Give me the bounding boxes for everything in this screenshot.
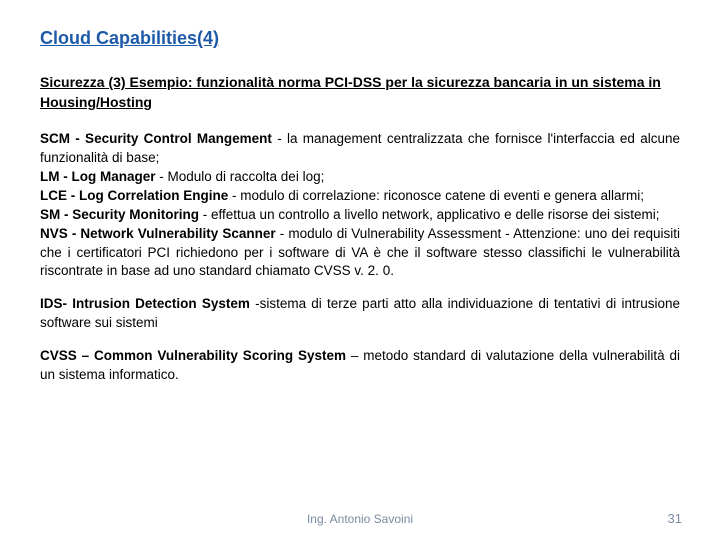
ids-label: IDS- Intrusion Detection System — [40, 296, 250, 311]
cvss-label: CVSS – Common Vulnerability Scoring Syst… — [40, 348, 346, 363]
lce-text: - modulo di correlazione: riconosce cate… — [228, 188, 644, 203]
slide-subtitle: Sicurezza (3) Esempio: funzionalità norm… — [40, 73, 680, 112]
sm-text: - effettua un controllo a livello networ… — [199, 207, 659, 222]
sm-label: SM - Security Monitoring — [40, 207, 199, 222]
definitions-block-2: IDS- Intrusion Detection System -sistema… — [40, 295, 680, 333]
page-number: 31 — [668, 511, 682, 526]
lm-label: LM - Log Manager — [40, 169, 156, 184]
nvs-label: NVS - Network Vulnerability Scanner — [40, 226, 276, 241]
footer-author: Ing. Antonio Savoini — [0, 512, 720, 526]
definitions-block-1: SCM - Security Control Mangement - la ma… — [40, 130, 680, 281]
scm-label: SCM - Security Control Mangement — [40, 131, 272, 146]
lce-label: LCE - Log Correlation Engine — [40, 188, 228, 203]
definitions-block-3: CVSS – Common Vulnerability Scoring Syst… — [40, 347, 680, 385]
slide-title: Cloud Capabilities(4) — [40, 28, 680, 49]
lm-text: - Modulo di raccolta dei log; — [156, 169, 325, 184]
